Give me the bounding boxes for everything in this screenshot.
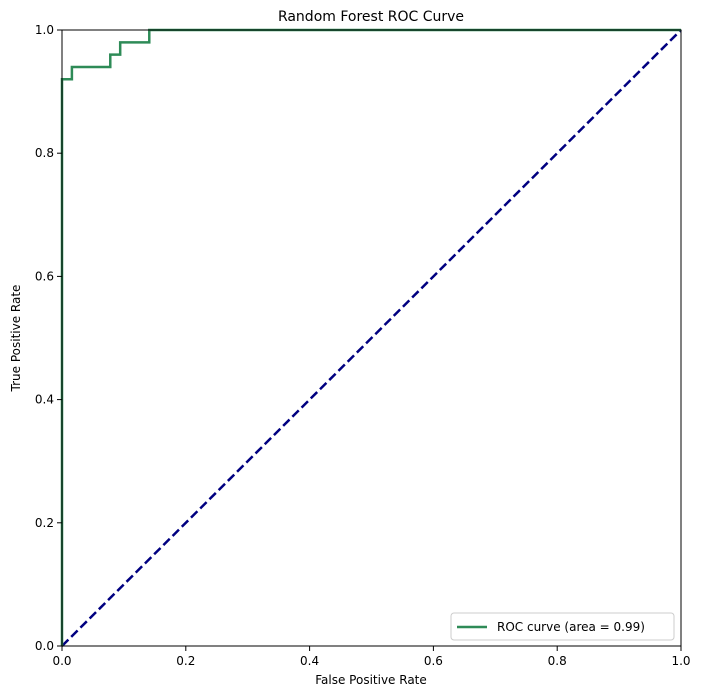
x-tick-label: 0.0 (52, 654, 71, 668)
y-tick-label: 0.2 (35, 516, 54, 530)
x-tick-label: 0.4 (300, 654, 319, 668)
legend-label-roc: ROC curve (area = 0.99) (497, 620, 645, 634)
x-tick-label: 0.2 (176, 654, 195, 668)
roc-curve-line (60, 28, 681, 646)
y-tick-label: 0.4 (35, 393, 54, 407)
legend: ROC curve (area = 0.99) (450, 612, 675, 641)
x-tick-label: 0.8 (548, 654, 567, 668)
legend-box (450, 612, 675, 641)
x-tick-label: 0.6 (424, 654, 443, 668)
y-tick-label: 0.0 (35, 639, 54, 653)
x-axis-ticks: 0.0 0.2 0.4 0.6 0.8 1.0 (52, 646, 691, 668)
x-tick-label: 1.0 (671, 654, 690, 668)
series-layer (60, 28, 682, 647)
y-tick-label: 0.6 (35, 269, 54, 283)
plot-frame (61, 29, 682, 647)
x-axis-label: False Positive Rate (315, 673, 427, 687)
y-tick-label: 0.8 (35, 146, 54, 160)
y-axis-ticks: 0.0 0.2 0.4 0.6 0.8 1.0 (35, 23, 62, 653)
y-axis-label: True Positive Rate (9, 285, 23, 393)
chart-title: Random Forest ROC Curve (278, 9, 464, 25)
chance-diagonal-line (61, 29, 682, 647)
y-tick-label: 1.0 (35, 23, 54, 37)
plot-area (60, 28, 682, 647)
